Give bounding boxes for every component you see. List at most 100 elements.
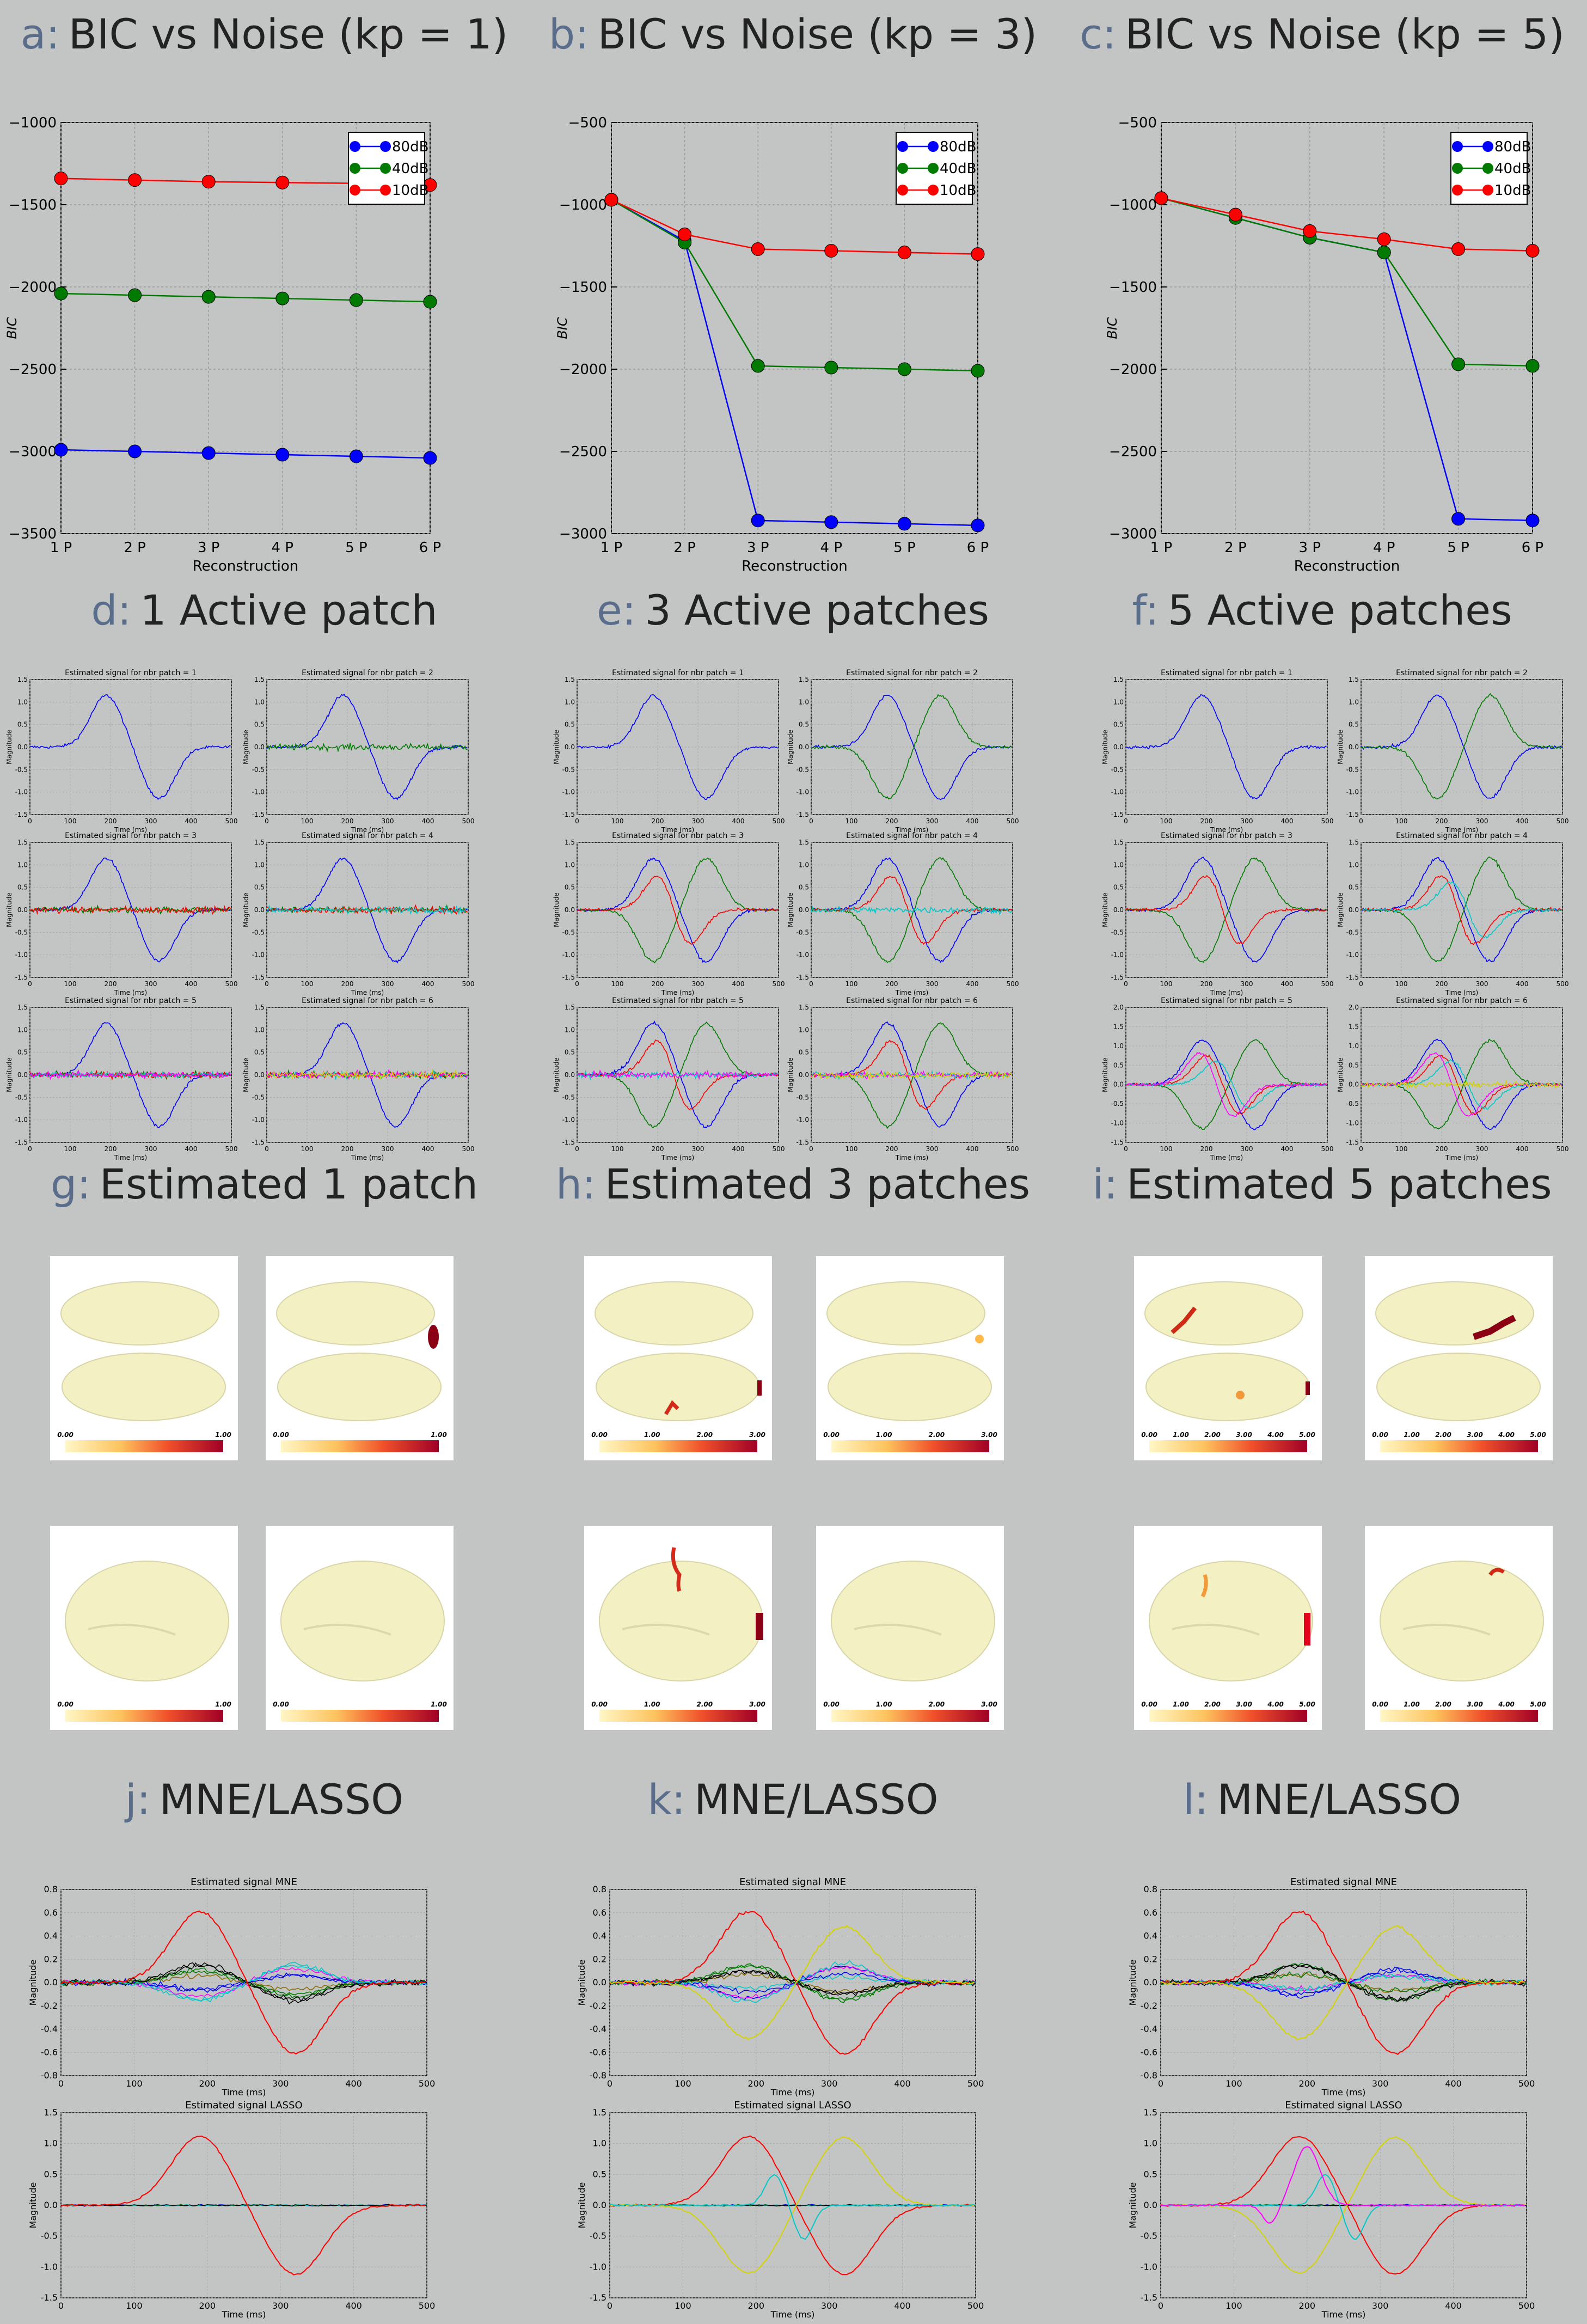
xtick-label: 100 (845, 980, 858, 988)
colorbar-tick-label: 0.00 (1372, 1701, 1388, 1708)
colorbar-tick-label: 2.00 (1435, 1701, 1451, 1708)
series-line-40dB (60, 292, 431, 303)
ytick-label: −1500 (1109, 279, 1157, 296)
y-axis-label: BIC (4, 317, 20, 339)
x-axis-label: Time (ms) (114, 1154, 148, 1161)
xtick-label: 400 (1516, 980, 1529, 988)
ytick-label: 0.5 (254, 884, 265, 891)
xtick-label: 300 (1476, 817, 1488, 825)
colorbar-tick-label: 1.00 (215, 1431, 231, 1439)
legend-marker (897, 185, 908, 195)
series-line-10dB (1161, 197, 1533, 252)
point-10dB (1154, 191, 1168, 205)
ytick-label: -1.5 (15, 974, 28, 981)
panel-title: Estimated signal for nbr patch = 6 (302, 996, 433, 1005)
ytick-label: -1.0 (562, 1116, 575, 1124)
ytick-label: 1.5 (17, 1004, 28, 1011)
xtick-label: 100 (1226, 2301, 1242, 2311)
xtick-label: 300 (926, 1145, 939, 1153)
ytick-label: 1.0 (799, 1026, 809, 1033)
colorbar-tick-label: 2.00 (1435, 1431, 1451, 1439)
ytick-label: 1.0 (1349, 861, 1359, 869)
x-axis-label: Time (ms) (222, 2309, 266, 2320)
brain-top-view (826, 1281, 985, 1346)
ytick-label: -0.6 (590, 2047, 606, 2057)
xtick-label: 300 (1241, 980, 1253, 988)
ytick-label: 1.0 (799, 861, 809, 869)
ytick-label: -1.0 (15, 788, 28, 796)
xtick-label: 300 (1241, 817, 1253, 825)
series-line-80dB (611, 199, 978, 527)
xtick-label: 500 (1557, 980, 1569, 988)
signal-series-3 (1125, 874, 1327, 945)
series-red (60, 2135, 426, 2276)
point-40dB (751, 359, 765, 373)
ytick-label: 1.5 (1113, 839, 1124, 846)
x-axis-label: Time (ms) (1445, 989, 1479, 996)
signal-series-3 (29, 904, 231, 915)
panel-title: Estimated signal for nbr patch = 3 (65, 831, 197, 840)
ytick-label: 0.5 (593, 2169, 606, 2179)
point-10dB (604, 193, 618, 207)
xtick-label: 300 (692, 980, 704, 988)
colorbar-tick-label: 1.00 (1173, 1431, 1189, 1439)
ytick-label: 0.5 (17, 1049, 28, 1056)
ytick-label: 1.5 (1349, 1023, 1359, 1030)
brain-panel-i-1: 0.00 1.00 2.00 3.00 4.00 5.00 (1134, 1256, 1322, 1460)
y-axis-label: Magnitude (1337, 730, 1344, 765)
xtick-label: 1 P (50, 540, 72, 556)
xtick-label: 0 (1124, 817, 1128, 825)
xtick-label: 500 (225, 1145, 238, 1153)
ytick-label: 0.2 (1144, 1954, 1157, 1964)
y-axis-label: Magnitude (28, 1960, 38, 2006)
ytick-label: 0.5 (1349, 721, 1359, 729)
ytick-label: -0.2 (590, 2001, 606, 2011)
xtick-label: 200 (1200, 817, 1213, 825)
ytick-label: 0.5 (1113, 1061, 1124, 1069)
activation-spot (975, 1335, 984, 1343)
point-80dB (897, 517, 911, 531)
xtick-label: 500 (773, 980, 785, 988)
ytick-label: 1.5 (799, 1004, 809, 1011)
ytick-label: -1.0 (562, 951, 575, 959)
x-axis-label: Time (ms) (1445, 1154, 1479, 1161)
ytick-label: 0.5 (799, 721, 809, 729)
xtick-label: 100 (126, 2301, 143, 2311)
x-axis-label: Time (ms) (1210, 989, 1243, 996)
ytick-label: 1.5 (565, 676, 575, 683)
xtick-label: 200 (341, 817, 354, 825)
brain-panel-h-1: 0.00 1.00 2.00 3.00 (584, 1256, 772, 1460)
brain-panel-h-4: 0.00 1.00 2.00 3.00 (816, 1526, 1004, 1730)
ytick-label: 1.5 (1349, 676, 1359, 683)
colorbar-tick-label: 0.00 (1141, 1701, 1157, 1708)
brain-panel-g-4: 0.00 1.00 (266, 1526, 454, 1730)
colorbar-tick-label: 0.00 (591, 1431, 608, 1439)
point-40dB (201, 290, 216, 304)
ytick-label: -1.5 (562, 974, 575, 981)
signal-series-2 (1125, 1039, 1327, 1130)
ytick-label: −1500 (9, 197, 57, 213)
y-axis-label: Magnitude (28, 2182, 38, 2229)
brain-sulcus (622, 1624, 710, 1636)
xtick-label: 500 (1007, 980, 1019, 988)
ytick-label: -1.5 (562, 811, 575, 818)
xtick-label: 400 (732, 1145, 745, 1153)
ytick-label: −2000 (1109, 362, 1157, 378)
panel-title: Estimated signal for nbr patch = 3 (612, 831, 744, 840)
xtick-label: 400 (1281, 980, 1294, 988)
xtick-label: 300 (272, 2078, 289, 2089)
xtick-label: 400 (732, 980, 745, 988)
ytick-label: 0.5 (1349, 1061, 1359, 1069)
xtick-label: 400 (966, 1145, 979, 1153)
ytick-label: -0.4 (590, 2024, 606, 2034)
xtick-label: 300 (692, 817, 704, 825)
brain-lateral-view (280, 1561, 445, 1681)
ytick-label: −3000 (559, 526, 607, 542)
ytick-label: 0.0 (44, 2200, 58, 2210)
ytick-label: -1.5 (1141, 2292, 1157, 2303)
x-axis-label: Time (ms) (1321, 2087, 1366, 2097)
signal-panel-e-3: Estimated signal for nbr patch = 3 0 100 20… (553, 831, 785, 996)
legend-label-10dB: 10dB (940, 182, 976, 199)
ytick-label: 1.5 (17, 676, 28, 683)
ytick-label: 0.8 (44, 1884, 58, 1894)
